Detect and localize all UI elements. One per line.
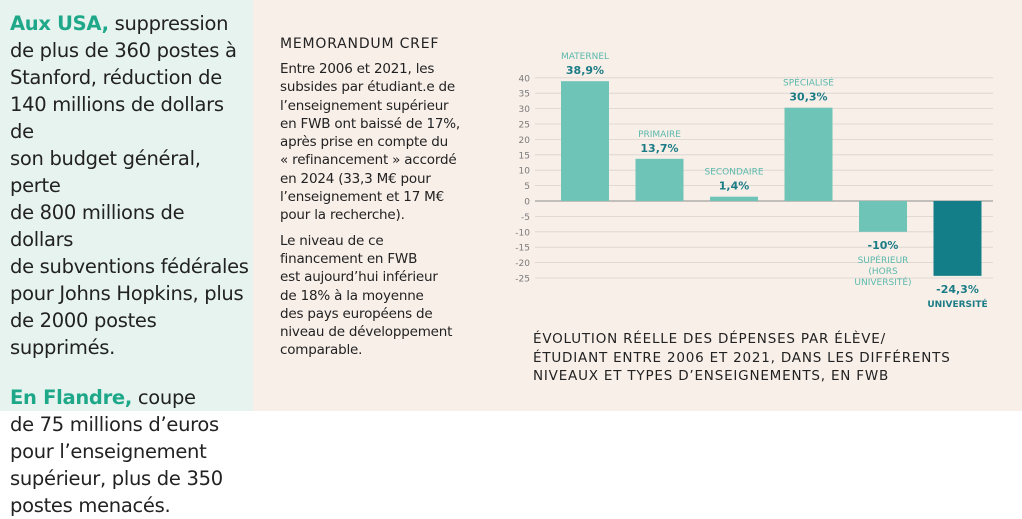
y-tick-label: 10 xyxy=(519,167,531,177)
category-label: MATERNEL xyxy=(561,52,609,62)
memo-text-line: « refinancement » accordé xyxy=(280,152,457,169)
caption-line: ÉVOLUTION RÉELLE DES DÉPENSES PAR ÉLÈVE/ xyxy=(533,331,886,347)
memo-text-line: niveau de développement xyxy=(280,324,453,341)
bar-4 xyxy=(859,201,907,232)
memo-text-line: des pays européens de xyxy=(280,305,433,322)
usa-text-line: de subventions fédérales xyxy=(10,255,249,278)
y-tick-label: -25 xyxy=(515,275,530,285)
memo-text-line: après prise en compte du xyxy=(280,134,448,151)
y-tick-label: -20 xyxy=(515,259,530,269)
memo-text-line: subsides par étudiant.e de xyxy=(280,79,455,96)
caption-line: NIVEAUX ET TYPES D’ENSEIGNEMENTS, EN FWB xyxy=(533,368,890,384)
usa-heading: Aux USA, xyxy=(10,12,109,35)
category-label: UNIVERSITÉ) xyxy=(854,276,911,288)
left-panel: Aux USA, suppression de plus de 360 post… xyxy=(0,0,253,517)
bar-5 xyxy=(933,201,982,276)
y-tick-label: 30 xyxy=(519,105,531,115)
flandre-heading: En Flandre, xyxy=(10,386,132,409)
bar-chart: 40 35 30 25 20 15 10 5 0 -5 -10 -15 -20 -25 38,9% MATER… xyxy=(515,52,993,310)
caption-line: ÉTUDIANT ENTRE 2006 ET 2021, DANS LES DI… xyxy=(533,349,951,366)
memo-text-line: l’enseignement et 17 M€ xyxy=(280,189,445,206)
usa-text-line: pour Johns Hopkins, plus xyxy=(10,282,244,305)
y-tick-label: -15 xyxy=(515,244,530,254)
memo-text-line: l’enseignement supérieur xyxy=(280,97,449,114)
y-tick-label: 5 xyxy=(524,182,530,192)
bar-3 xyxy=(784,107,833,201)
category-label: SECONDAIRE xyxy=(704,168,763,178)
flandre-line: coupe xyxy=(137,386,196,409)
memo-text-line: financement en FWB xyxy=(280,250,418,267)
usa-paragraph: Aux USA, suppression de plus de 360 post… xyxy=(10,10,253,361)
memo-text-line: en 2024 (33,3 M€ pour xyxy=(280,170,431,187)
y-tick-label: 40 xyxy=(519,74,531,84)
flandre-text-line: postes menacés. xyxy=(10,494,171,517)
memo-paragraph-1: Entre 2006 et 2021, les subsides par étud… xyxy=(280,60,470,225)
data-label: 30,3% xyxy=(789,91,827,104)
memo-paragraph-2: Le niveau de ce financement en FWB est auj… xyxy=(280,232,470,360)
bar-1 xyxy=(635,158,684,201)
category-label: SUPÉRIEUR xyxy=(858,254,909,266)
flandre-paragraph: En Flandre, coupe de 75 millions d’euros… xyxy=(10,384,253,519)
category-label: (HORS xyxy=(868,267,898,277)
usa-text-line: Stanford, réduction de xyxy=(10,66,222,89)
y-tick-label: 20 xyxy=(519,136,531,146)
category-label: SPÉCIALISÉ xyxy=(783,77,834,89)
memo-body: Entre 2006 et 2021, les subsides par étud… xyxy=(280,60,470,360)
usa-line: suppression xyxy=(114,12,229,35)
usa-text-line: son budget général, perte xyxy=(10,147,201,197)
y-tick-label: 35 xyxy=(519,90,530,100)
bar-2 xyxy=(710,196,758,201)
flandre-text-line: supérieur, plus de 350 xyxy=(10,467,223,490)
category-label: PRIMAIRE xyxy=(638,130,681,140)
y-tick-label: 25 xyxy=(519,121,530,131)
data-label: 13,7% xyxy=(640,142,678,155)
data-label: 1,4% xyxy=(719,180,750,193)
bar-0 xyxy=(561,81,609,201)
memo-text-line: pour la recherche). xyxy=(280,207,405,224)
memo-text-line: en FWB ont baissé de 17%, xyxy=(280,115,460,132)
usa-text-line: de 2000 postes supprimés. xyxy=(10,309,157,359)
y-tick-label: 15 xyxy=(519,151,530,161)
data-label: -10% xyxy=(868,239,899,252)
data-label: 38,9% xyxy=(566,64,604,77)
usa-text-line: 140 millions de dollars de xyxy=(10,93,224,143)
memo-title: MEMORANDUM CREF xyxy=(280,36,440,52)
category-label: UNIVERSITÉ xyxy=(927,298,987,310)
memo-text-line: est aujourd’hui inférieur xyxy=(280,269,438,286)
memo-text-line: Le niveau de ce xyxy=(280,232,384,249)
chart-caption: ÉVOLUTION RÉELLE DES DÉPENSES PAR ÉLÈVE/… xyxy=(533,330,993,386)
memo-text-line: Entre 2006 et 2021, les xyxy=(280,61,435,77)
data-label: -24,3% xyxy=(936,283,979,296)
memo-text-line: comparable. xyxy=(280,342,363,359)
usa-text-line: de 800 millions de dollars xyxy=(10,201,185,251)
y-tick-label: -10 xyxy=(515,228,530,238)
flandre-text-line: de 75 millions d’euros xyxy=(10,413,219,436)
y-tick-label: -5 xyxy=(521,213,530,223)
y-tick-label: 0 xyxy=(524,198,530,208)
usa-text-line: de plus de 360 postes à xyxy=(10,39,237,62)
memo-text-line: de 18% à la moyenne xyxy=(280,287,424,304)
flandre-text-line: pour l’enseignement xyxy=(10,440,207,463)
